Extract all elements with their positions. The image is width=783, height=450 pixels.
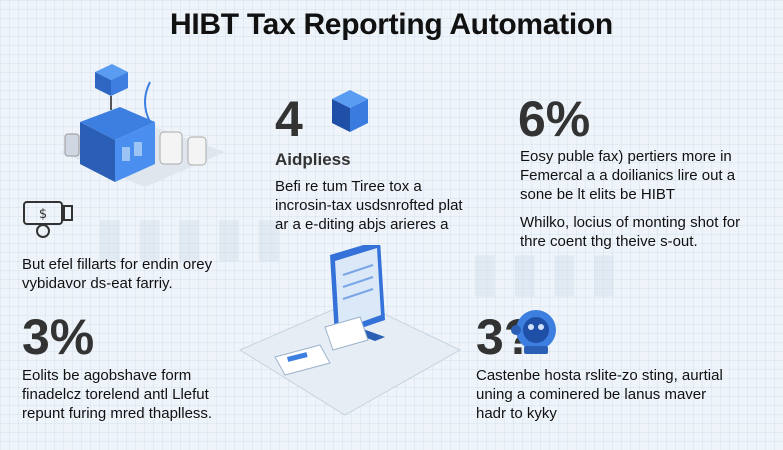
stat-bottom-left-value: 3%	[22, 309, 95, 365]
left-block-text: But efel fillarts for endin orey vybidav…	[22, 256, 213, 292]
stat-top-right-text-2: Whilko, locius of monting shot for thre …	[520, 214, 741, 250]
stat-top-middle-label: Aidpliess	[275, 150, 351, 169]
background-pattern: ▮▮▮▮▮	[95, 205, 294, 268]
stat-top-right-value: 6%	[518, 91, 591, 147]
security-robot-icon	[511, 310, 556, 354]
stat-top-middle-text: Befi re tum Tiree tox a incrosin-tax usd…	[275, 178, 463, 233]
cube-icon	[332, 90, 368, 132]
wallet-icon: $	[23, 201, 73, 238]
svg-text:$: $	[39, 207, 47, 222]
stat-bottom-left-text: Eolits be agobshave form finadelcz torel…	[22, 367, 213, 422]
background-pattern-2: ▮▮▮▮	[470, 240, 629, 303]
stat-top-right-text: Eosy puble fax) pertiers more in Femerca…	[520, 148, 736, 203]
stat-top-middle-value: 4	[275, 91, 303, 147]
stat-bottom-right-text: Castenbe hosta rslite-zo sting, aurtial …	[476, 367, 723, 422]
page-title: HIBT Tax Reporting Automation	[170, 8, 613, 41]
server-cluster-icon	[60, 64, 225, 187]
monitor-icon	[238, 245, 462, 416]
